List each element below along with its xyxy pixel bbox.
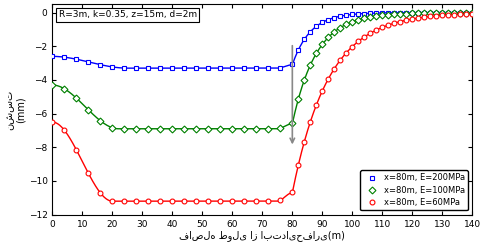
x=80m, E=200MPa — [133, 67, 139, 70]
x=80m, E=60MPa — [253, 200, 259, 203]
x=80m, E=60MPa — [462, 12, 468, 15]
x=80m, E=100MPa — [253, 127, 259, 130]
X-axis label: فاصله طولی از ابتدایحفاری(m): فاصله طولی از ابتدایحفاری(m) — [179, 230, 345, 241]
x=80m, E=100MPa — [373, 14, 378, 17]
x=80m, E=60MPa — [193, 200, 199, 203]
x=80m, E=60MPa — [373, 29, 378, 32]
x=80m, E=100MPa — [49, 84, 55, 86]
x=80m, E=100MPa — [193, 127, 199, 130]
x=80m, E=100MPa — [241, 127, 247, 130]
x=80m, E=60MPa — [241, 200, 247, 203]
x=80m, E=100MPa — [391, 13, 396, 16]
x=80m, E=200MPa — [241, 67, 247, 70]
x=80m, E=200MPa — [462, 11, 468, 14]
x=80m, E=60MPa — [469, 12, 474, 15]
Legend: x=80m, E=200MPa, x=80m, E=100MPa, x=80m, E=60MPa: x=80m, E=200MPa, x=80m, E=100MPa, x=80m,… — [360, 170, 467, 210]
Line: x=80m, E=60MPa: x=80m, E=60MPa — [50, 11, 474, 204]
Line: x=80m, E=200MPa: x=80m, E=200MPa — [50, 10, 474, 71]
Y-axis label: نشست
(mm): نشست (mm) — [4, 89, 26, 130]
x=80m, E=200MPa — [469, 11, 474, 14]
Line: x=80m, E=100MPa: x=80m, E=100MPa — [50, 10, 474, 131]
x=80m, E=200MPa — [391, 11, 396, 14]
x=80m, E=100MPa — [462, 11, 468, 14]
x=80m, E=60MPa — [49, 121, 55, 123]
x=80m, E=200MPa — [49, 55, 55, 58]
x=80m, E=200MPa — [193, 67, 199, 70]
x=80m, E=200MPa — [373, 12, 378, 14]
x=80m, E=100MPa — [121, 127, 127, 130]
x=80m, E=60MPa — [391, 22, 396, 25]
x=80m, E=200MPa — [253, 67, 259, 70]
Text: R=3m, k=0.35, z=15m, d=2m: R=3m, k=0.35, z=15m, d=2m — [59, 11, 197, 20]
x=80m, E=60MPa — [121, 200, 127, 203]
x=80m, E=100MPa — [469, 11, 474, 14]
